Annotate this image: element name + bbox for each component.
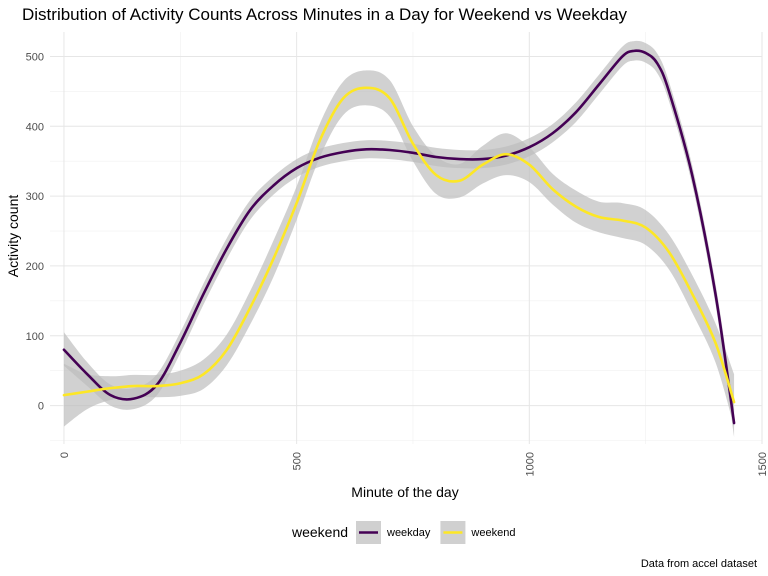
legend-label: weekend bbox=[470, 527, 515, 539]
x-tick-label: 1000 bbox=[524, 452, 536, 476]
y-tick-label: 400 bbox=[26, 121, 44, 133]
y-tick-label: 300 bbox=[26, 191, 44, 203]
band-weekday bbox=[63, 40, 735, 438]
x-tick-label: 1500 bbox=[757, 452, 768, 476]
y-axis-title: Activity count bbox=[5, 195, 21, 278]
series-lines bbox=[62, 49, 736, 425]
legend-item-weekend: weekend bbox=[440, 521, 515, 544]
legend-items: weekday weekend bbox=[356, 521, 515, 544]
y-axis-ticks: 0 100 200 300 400 500 bbox=[26, 51, 44, 412]
legend-label: weekday bbox=[386, 527, 431, 539]
plot-panel bbox=[50, 32, 763, 444]
legend-title: weekend bbox=[291, 524, 348, 540]
chart-title: Distribution of Activity Counts Across M… bbox=[22, 5, 628, 24]
x-tick-label: 500 bbox=[292, 452, 304, 470]
band-weekend bbox=[63, 70, 735, 427]
y-tick-label: 500 bbox=[26, 51, 44, 63]
y-tick-label: 100 bbox=[26, 331, 44, 343]
x-tick-label: 0 bbox=[59, 452, 71, 458]
line-weekday bbox=[62, 49, 736, 425]
x-axis-ticks: 0 500 1000 1500 bbox=[59, 452, 768, 476]
line-weekend bbox=[62, 86, 736, 404]
x-axis-title: Minute of the day bbox=[351, 484, 458, 500]
confidence-bands bbox=[63, 40, 735, 438]
y-tick-label: 200 bbox=[26, 261, 44, 273]
legend: weekend weekday weekend bbox=[291, 521, 515, 544]
y-tick-label: 0 bbox=[38, 401, 44, 413]
legend-item-weekday: weekday bbox=[356, 521, 431, 544]
caption: Data from accel dataset bbox=[641, 558, 757, 570]
